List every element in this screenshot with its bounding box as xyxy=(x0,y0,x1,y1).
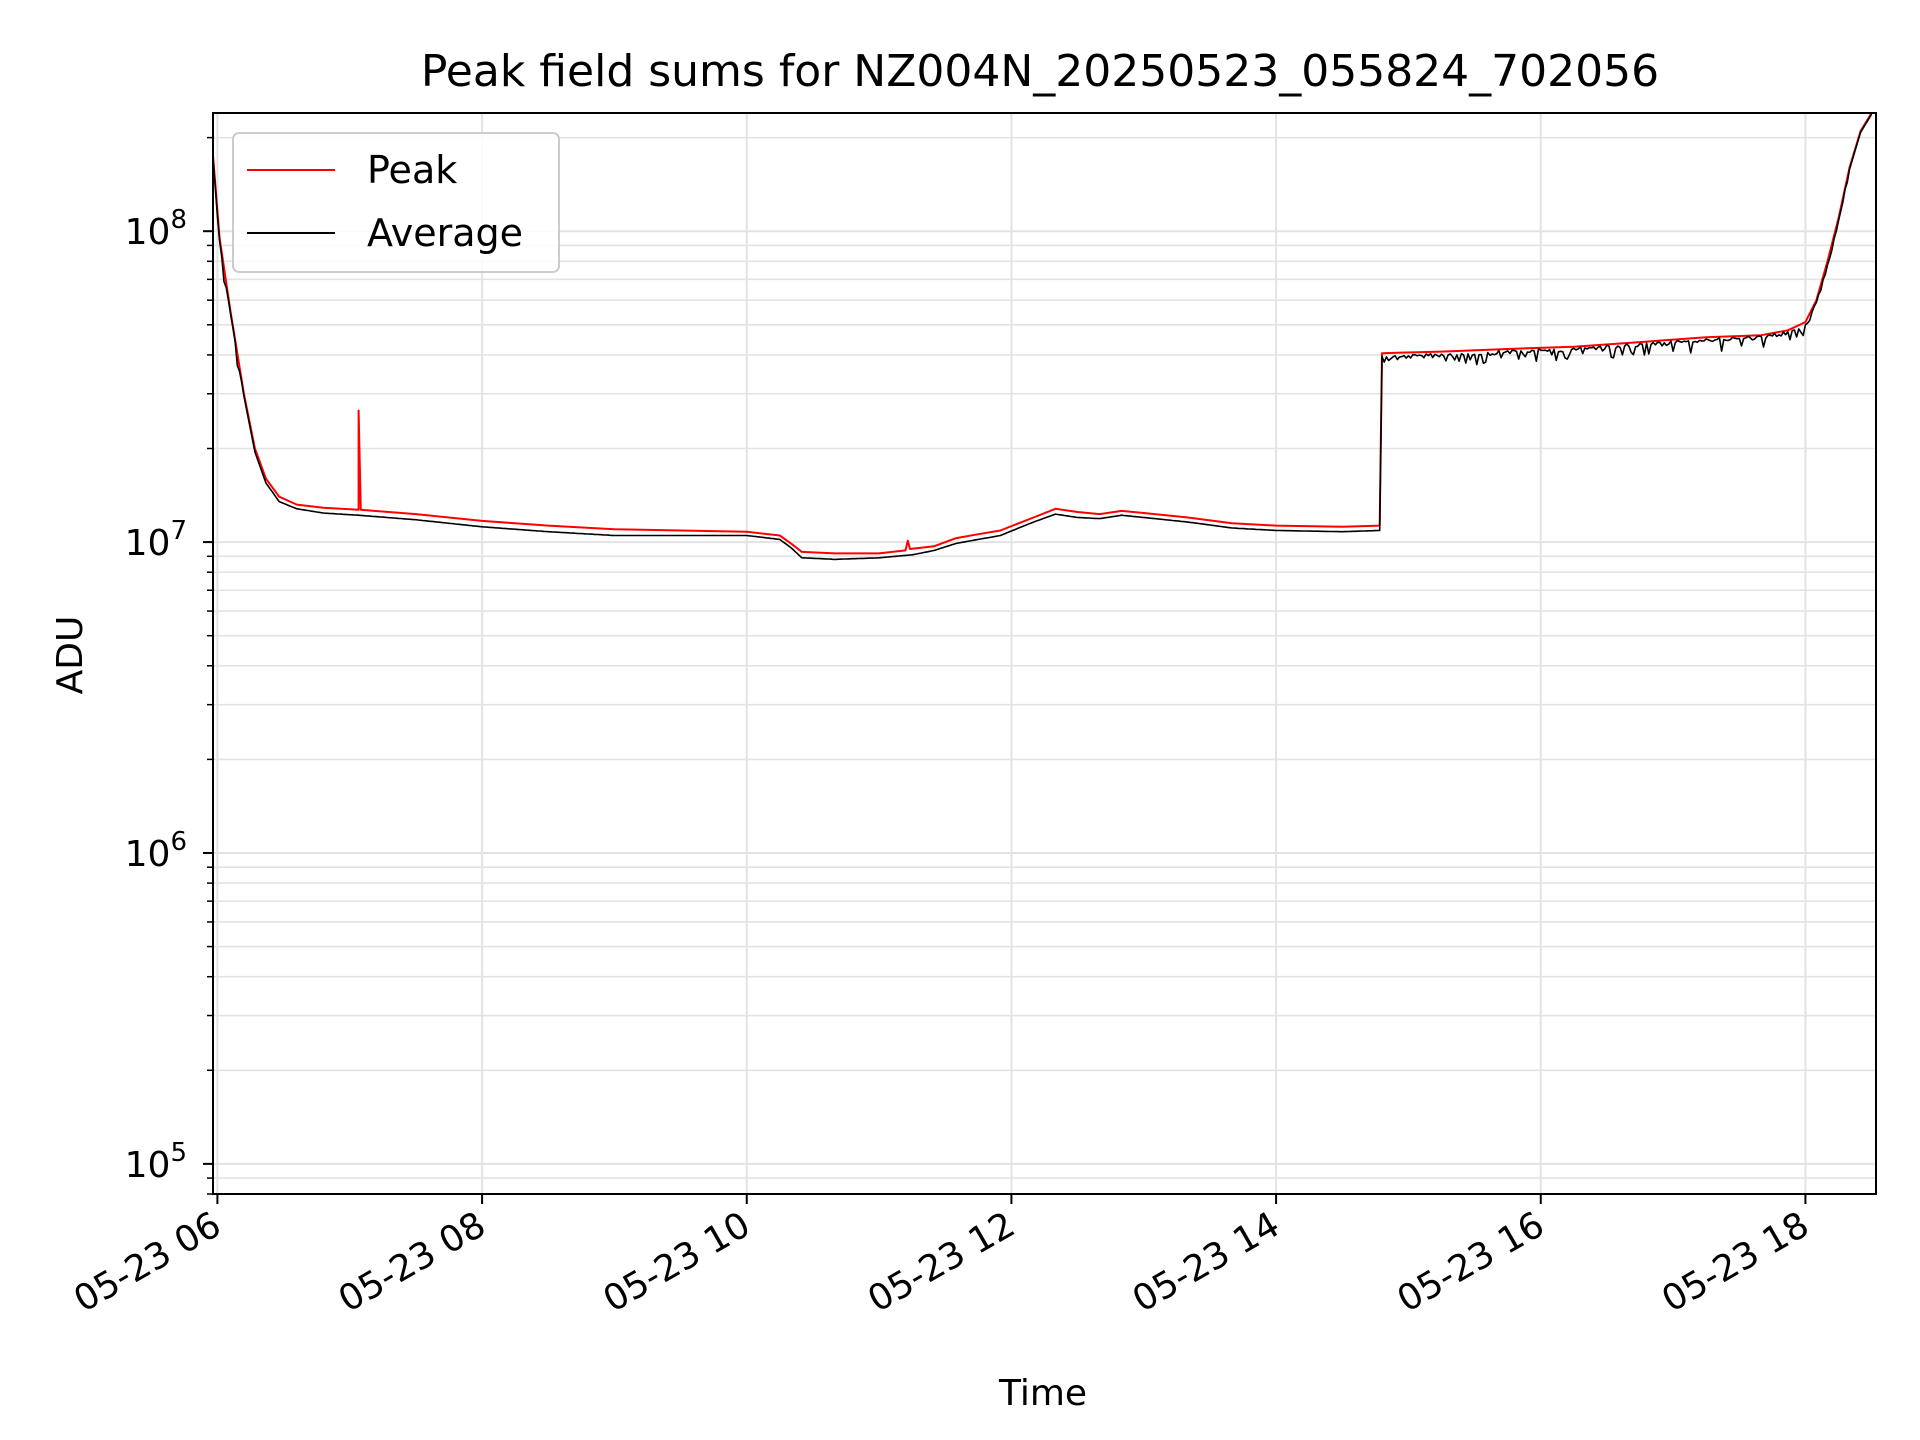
y-axis-label: ADU xyxy=(50,616,91,695)
y-tick-exponent: 7 xyxy=(170,516,187,546)
legend-label-peak: Peak xyxy=(367,148,457,192)
y-tick-base: 10 xyxy=(125,834,171,875)
y-tick-exponent: 8 xyxy=(170,205,187,235)
y-tick-label: 106 xyxy=(125,827,187,875)
legend-box xyxy=(232,132,560,273)
y-tick-label: 108 xyxy=(125,205,187,253)
y-tick-exponent: 6 xyxy=(170,827,187,857)
y-tick-label: 105 xyxy=(125,1138,187,1186)
y-tick-exponent: 5 xyxy=(170,1138,187,1168)
y-tick-base: 10 xyxy=(125,1145,171,1186)
series-layer xyxy=(212,112,1873,561)
grid xyxy=(213,113,1876,1195)
legend-label-average: Average xyxy=(367,211,523,255)
x-axis-label: Time xyxy=(998,1373,1087,1414)
series-line-average xyxy=(212,113,1873,561)
y-tick-label: 107 xyxy=(125,516,187,564)
y-tick-base: 10 xyxy=(125,523,171,564)
series-line-peak xyxy=(212,112,1873,555)
legend: Peak Average xyxy=(232,132,560,273)
y-tick-base: 10 xyxy=(125,212,171,253)
chart-title: Peak field sums for NZ004N_20250523_0558… xyxy=(421,46,1659,97)
plot-frame xyxy=(212,112,1877,1195)
